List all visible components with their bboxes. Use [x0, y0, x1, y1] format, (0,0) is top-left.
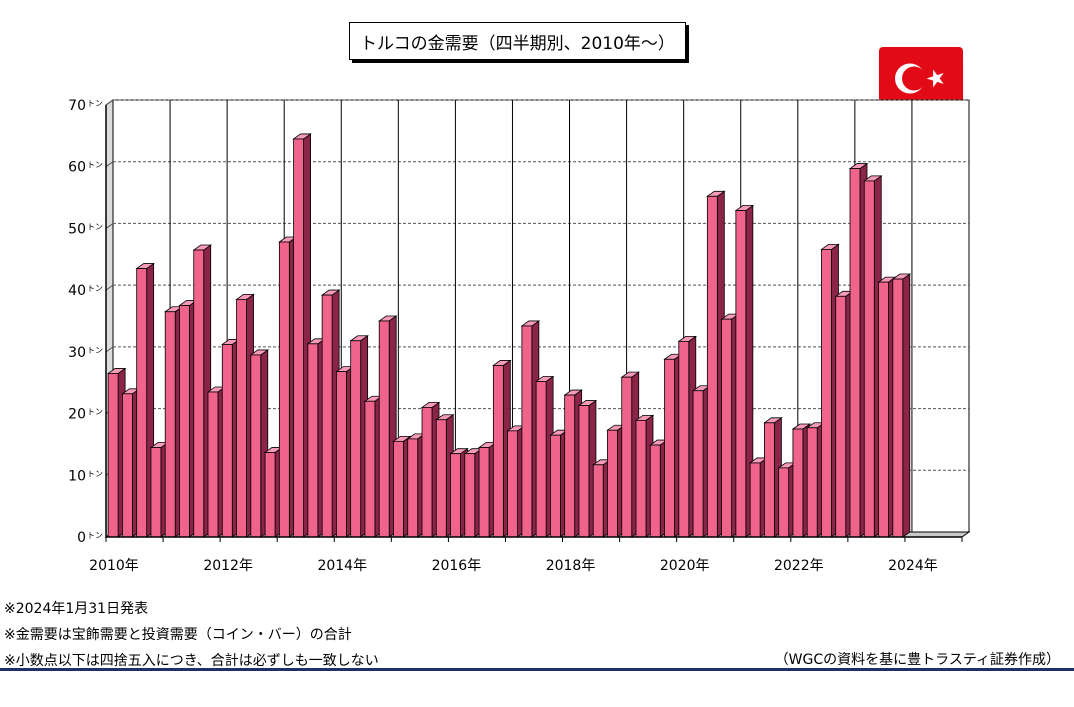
y-tick-unit: トン — [87, 284, 103, 293]
gridline-y-wall — [105, 346, 114, 353]
bar-front — [207, 391, 219, 538]
bar-front — [749, 462, 761, 538]
gridline-y-wall — [105, 223, 114, 229]
x-tick-label: 2024年 — [888, 558, 938, 574]
bar-front — [849, 168, 861, 538]
bar-front — [821, 249, 832, 538]
y-tick-unit: トン — [87, 469, 103, 478]
y-tick-label: 30 — [68, 345, 86, 361]
chart-bars — [106, 133, 912, 538]
bar-side — [902, 273, 911, 538]
bar-front — [179, 305, 190, 538]
bar-front — [236, 298, 247, 538]
bar-front — [393, 440, 404, 538]
x-tick-label: 2014年 — [317, 558, 367, 574]
bar-front — [164, 311, 176, 538]
bar-front — [407, 438, 419, 538]
bar-front — [307, 343, 319, 538]
bar-front — [550, 434, 561, 538]
bar-front — [792, 428, 804, 538]
y-tick-unit: トン — [87, 531, 103, 540]
y-tick-unit: トン — [87, 222, 103, 231]
bar-front — [764, 422, 775, 538]
bar-front — [735, 210, 747, 538]
bar-front — [264, 452, 276, 538]
bar-front — [250, 354, 262, 538]
y-tick-unit: トン — [87, 161, 103, 170]
gridline-y-wall — [105, 99, 114, 106]
y-tick-unit: トン — [87, 346, 103, 355]
y-tick-label: 50 — [68, 221, 86, 237]
bar-front — [450, 453, 461, 538]
bar-front — [592, 464, 604, 538]
bar-front — [321, 294, 333, 538]
footer-rule — [0, 668, 1074, 671]
x-tick-label: 2020年 — [660, 558, 710, 574]
bar-front — [635, 419, 647, 538]
x-tick-label: 2012年 — [203, 558, 253, 574]
bar-front — [464, 453, 476, 538]
bar-front — [364, 400, 376, 538]
bar-front — [193, 249, 205, 538]
y-tick-unit: トン — [87, 408, 103, 417]
bar-front — [492, 365, 504, 538]
bar-front — [778, 467, 790, 538]
bar-front — [564, 394, 576, 538]
y-tick-label: 40 — [68, 283, 86, 299]
bar-front — [835, 295, 847, 538]
bar-front — [607, 429, 618, 538]
x-tick-label: 2010年 — [89, 558, 139, 574]
bar-front — [806, 427, 818, 538]
bar-front — [578, 405, 590, 538]
bar-front — [664, 358, 675, 538]
bar-front — [293, 138, 304, 538]
y-tick-label: 10 — [68, 468, 86, 484]
note-release-date: ※2024年1月31日発表 — [4, 601, 149, 617]
bar-front — [892, 278, 904, 538]
bar-front — [378, 320, 390, 538]
bar-front — [107, 373, 119, 538]
bar-front — [150, 447, 162, 538]
bar-front — [136, 268, 148, 538]
bar-front — [421, 406, 433, 538]
bar-front — [507, 430, 518, 538]
y-tick-label: 0 — [77, 530, 86, 546]
bar-front — [678, 340, 690, 538]
gridline-y-wall — [105, 161, 114, 168]
gridline-y-wall — [105, 284, 114, 291]
bar-2023Q4 — [891, 273, 912, 538]
note-rounding: ※小数点以下は四捨五入につき、合計は必ずしも一致しない — [4, 653, 379, 669]
y-tick-label: 20 — [68, 407, 86, 423]
bar-front — [863, 180, 875, 538]
bar-front — [521, 325, 533, 538]
bar-front — [535, 381, 547, 538]
bar-front — [122, 393, 133, 538]
bar-front — [878, 281, 889, 538]
bar-front — [706, 195, 718, 538]
bar-front — [336, 371, 347, 538]
bar-front — [435, 419, 447, 538]
bar-front — [692, 390, 704, 538]
y-tick-unit: トン — [87, 99, 103, 108]
bar-front — [278, 241, 290, 538]
y-tick-label: 70 — [68, 98, 86, 114]
bar-front — [649, 444, 661, 538]
bar-front — [221, 344, 233, 538]
x-tick-label: 2016年 — [432, 558, 482, 574]
bar-front — [478, 447, 490, 538]
x-tick-label: 2018年 — [546, 558, 596, 574]
bar-front — [350, 340, 362, 538]
chart-title: トルコの金需要（四半期別、2010年～） — [349, 22, 686, 60]
note-definition: ※金需要は宝飾需要と投資需要（コイン・バー）の合計 — [4, 627, 352, 643]
bar-front — [621, 376, 633, 538]
source-credit: （WGCの資料を基に豊トラスティ証券作成） — [774, 652, 1060, 668]
bar-front — [721, 318, 732, 538]
x-tick-label: 2022年 — [774, 558, 824, 574]
y-tick-label: 60 — [68, 160, 86, 176]
